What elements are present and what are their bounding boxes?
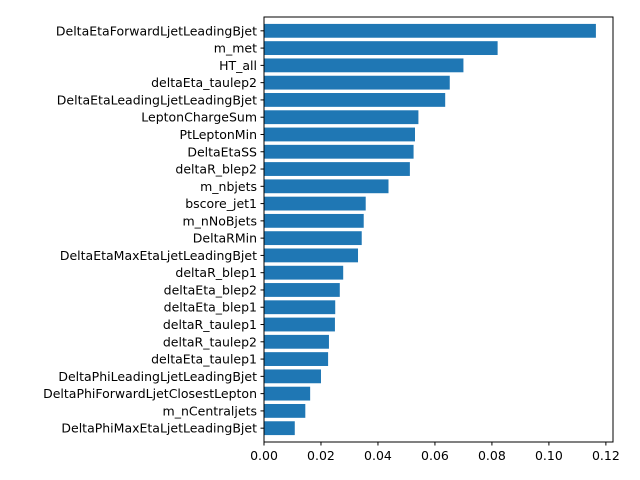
- y-tick-label: deltaEta_blep2: [164, 282, 257, 297]
- y-tick-label: bscore_jet1: [185, 196, 257, 211]
- x-tick-label: 0.08: [478, 448, 506, 463]
- y-tick-label: HT_all: [219, 58, 257, 73]
- bar: [264, 144, 414, 159]
- bar: [264, 248, 359, 263]
- bar: [264, 300, 336, 315]
- bar: [264, 231, 362, 246]
- bar: [264, 110, 419, 125]
- bar: [264, 213, 364, 228]
- y-tick-label: deltaR_blep2: [175, 162, 257, 177]
- x-tick-label: 0.06: [421, 448, 449, 463]
- x-tick-label: 0.04: [364, 448, 392, 463]
- bar: [264, 352, 329, 366]
- axes-frame: [263, 16, 614, 443]
- bar: [264, 196, 366, 211]
- y-tick-label: DeltaEtaForwardLjetLeadingBjet: [56, 23, 257, 38]
- y-tick-label: deltaEta_blep1: [164, 300, 257, 315]
- bar: [264, 421, 295, 436]
- bars-group: [264, 23, 596, 436]
- bar: [264, 23, 596, 38]
- y-tick-label: deltaR_taulep1: [163, 317, 257, 332]
- bar: [264, 386, 311, 401]
- bar: [264, 127, 415, 142]
- y-tick-label: DeltaEtaLeadingLjetLeadingBjet: [57, 92, 257, 107]
- bar: [264, 403, 306, 418]
- x-tick-label: 0.10: [535, 448, 563, 463]
- bar: [264, 317, 335, 332]
- y-tick-label: deltaR_taulep2: [163, 334, 257, 349]
- y-tick-label: DeltaRMin: [193, 231, 257, 246]
- bar: [264, 41, 498, 56]
- y-tick-label: LeptonChargeSum: [141, 110, 257, 125]
- bar: [264, 162, 410, 176]
- y-tick-labels: DeltaEtaForwardLjetLeadingBjet m_met HT_al…: [43, 23, 264, 436]
- y-tick-label: DeltaEtaMaxEtaLjetLeadingBjet: [60, 248, 257, 263]
- y-tick-label: DeltaPhiMaxEtaLjetLeadingBjet: [61, 421, 257, 436]
- x-ticks: 0.00 0.02 0.04 0.06 0.08 0.10 0.12: [250, 442, 620, 463]
- bar: [264, 93, 446, 107]
- y-tick-label: m_nNoBjets: [183, 213, 258, 228]
- y-tick-label: DeltaPhiLeadingLjetLeadingBjet: [58, 369, 257, 384]
- y-tick-label: DeltaEtaSS: [187, 144, 257, 159]
- bar: [264, 334, 329, 349]
- y-tick-label: DeltaPhiForwardLjetClosestLepton: [43, 386, 257, 401]
- y-tick-label: m_met: [214, 41, 257, 56]
- bar: [264, 369, 321, 384]
- bar: [264, 75, 450, 90]
- x-tick-label: 0.02: [307, 448, 335, 463]
- y-tick-label: deltaEta_taulep2: [151, 75, 257, 90]
- y-tick-label: m_nCentraljets: [163, 403, 257, 418]
- bar: [264, 283, 340, 297]
- x-tick-label: 0.00: [250, 448, 278, 463]
- bar: [264, 58, 464, 73]
- y-tick-label: PtLeptonMin: [180, 127, 257, 142]
- y-tick-label: deltaEta_taulep1: [151, 352, 257, 367]
- x-tick-label: 0.12: [592, 448, 620, 463]
- bar: [264, 179, 389, 194]
- y-tick-label: m_nbjets: [200, 179, 257, 194]
- bar: [264, 265, 344, 280]
- y-tick-label: deltaR_blep1: [175, 265, 257, 280]
